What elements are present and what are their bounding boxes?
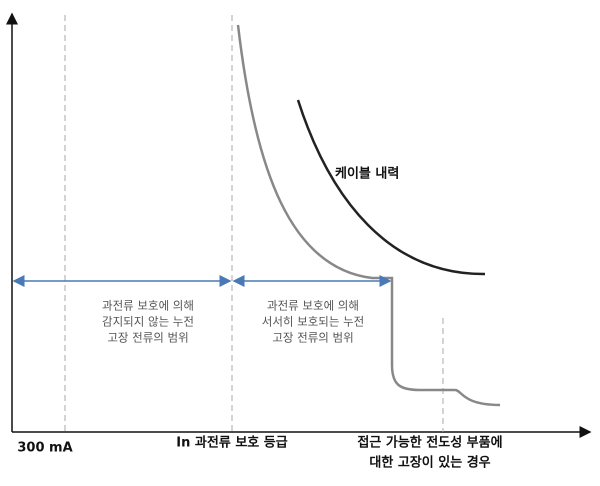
x-label: 300 mA — [17, 441, 72, 456]
x-label: 접근 가능한 전도성 부품에 — [357, 435, 502, 451]
x-label: 대한 고장이 있는 경우 — [369, 455, 490, 471]
region-text: 고장 전류의 범위 — [272, 331, 353, 345]
curve-label: 케이블 내력 — [335, 166, 399, 182]
region-text: 과전류 보호에 의해 — [102, 299, 194, 313]
region-text: 과전류 보호에 의해 — [267, 299, 359, 313]
region-text: 서서히 보호되는 누전 — [262, 315, 365, 329]
protection-curve — [236, 24, 501, 407]
region-text: 고장 전류의 범위 — [107, 331, 188, 345]
cable-curve — [296, 99, 486, 276]
region-text: 감지되지 않는 누전 — [102, 315, 194, 329]
x-label: In 과전류 보호 등급 — [176, 435, 287, 451]
